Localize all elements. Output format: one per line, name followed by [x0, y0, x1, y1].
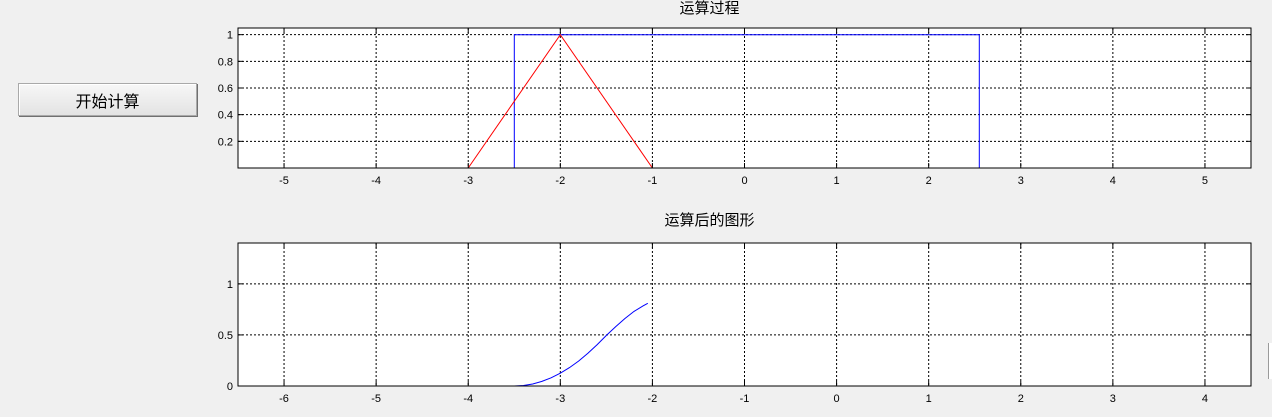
chart2-x-tick-label: -3 [555, 393, 565, 405]
chart2-x-tick-label: -6 [279, 393, 289, 405]
chart1-y-tick-label: 0.6 [218, 83, 233, 95]
chart1-x-tick-label: -1 [648, 175, 658, 187]
scrollbar-handle[interactable] [1268, 343, 1272, 379]
chart1-x-tick-label: 0 [741, 175, 747, 187]
chart2-x-tick-label: -4 [463, 393, 473, 405]
chart2-x-tick-label: 1 [926, 393, 932, 405]
chart2-y-tick-label: 1 [227, 279, 233, 291]
chart1-x-tick-label: 2 [926, 175, 932, 187]
chart2-x-tick-label: -1 [740, 393, 750, 405]
chart2-plot-area [238, 243, 1251, 386]
chart2-x-tick-label: -5 [371, 393, 381, 405]
chart1-y-tick-label: 0.8 [218, 56, 233, 68]
start-calculation-button[interactable]: 开始计算 [18, 83, 197, 116]
chart2-x-tick-label: 2 [1018, 393, 1024, 405]
chart1-x-tick-label: -2 [555, 175, 565, 187]
chart1-x-tick-label: 5 [1202, 175, 1208, 187]
chart1-y-tick-label: 0.4 [218, 110, 233, 122]
chart1-x-tick-label: 1 [834, 175, 840, 187]
chart2-series-1-line [238, 302, 649, 387]
chart1-x-tick-label: 4 [1110, 175, 1116, 187]
chart1-x-tick-label: -5 [279, 175, 289, 187]
chart1-y-tick-label: 0.2 [218, 136, 233, 148]
chart2-x-tick-label: 3 [1110, 393, 1116, 405]
chart1-series-2-line [467, 33, 653, 169]
chart1-x-tick-label: -3 [463, 175, 473, 187]
chart1-y-tick-label: 1 [227, 30, 233, 42]
chart2-y-tick-label: 0.5 [218, 330, 233, 342]
chart2-x-tick-label: 4 [1202, 393, 1208, 405]
chart2-x-tick-label: 0 [834, 393, 840, 405]
chart1-x-tick-label: -4 [371, 175, 381, 187]
chart2-y-tick-label: 0 [227, 381, 233, 393]
chart2-title: 运算后的图形 [664, 211, 754, 229]
chart2-x-tick-label: -2 [648, 393, 658, 405]
chart1-x-tick-label: 3 [1018, 175, 1024, 187]
chart1-title: 运算过程 [679, 0, 739, 17]
